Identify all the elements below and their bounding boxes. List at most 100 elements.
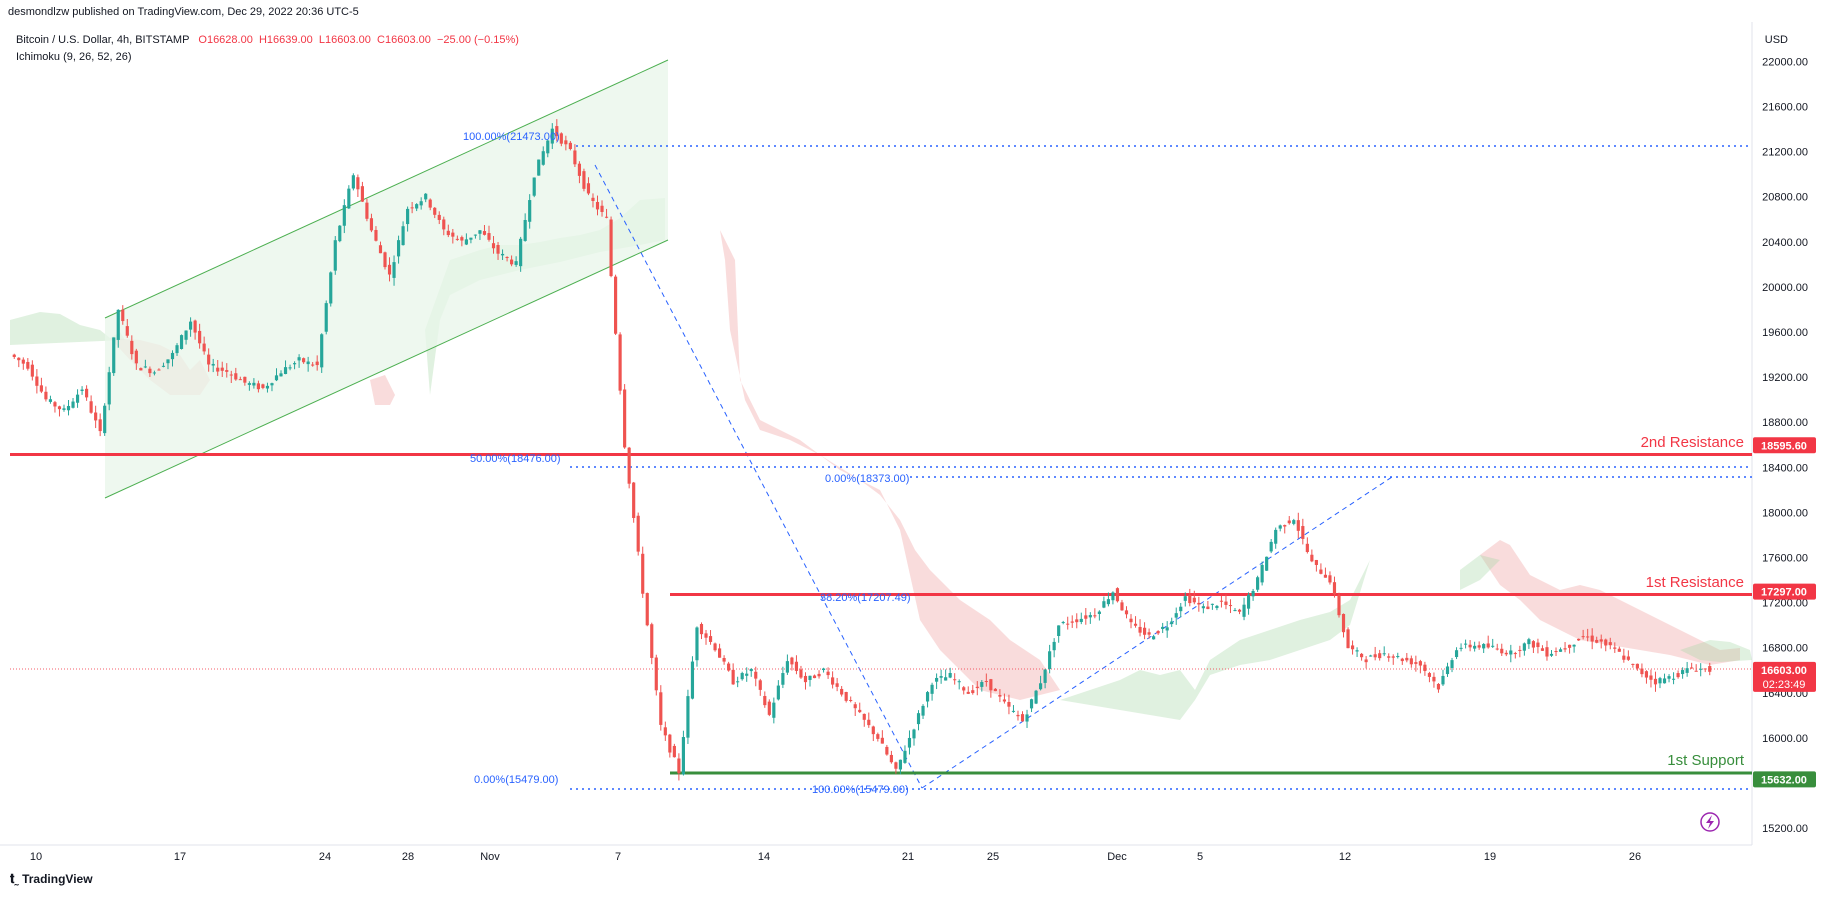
candle-body <box>1129 618 1133 623</box>
candle-body <box>704 633 708 638</box>
candle-body <box>265 385 270 389</box>
candle-body <box>885 746 889 755</box>
candle-body <box>1418 661 1422 666</box>
candle-body <box>333 240 337 271</box>
candle-body <box>193 320 197 333</box>
candle-body <box>1690 667 1694 669</box>
candle-body <box>1061 622 1065 624</box>
candle-body <box>944 677 948 681</box>
candle-body <box>283 367 288 375</box>
candle-body <box>1450 660 1454 668</box>
price-axis-label: 18800.00 <box>1762 417 1808 429</box>
price-axis-label: 19200.00 <box>1762 372 1808 384</box>
candle-body <box>1097 611 1101 615</box>
price-axis[interactable]: 22000.00 21600.00 21200.00 20800.00 20400.00… <box>1762 56 1808 835</box>
candle-body <box>351 175 355 189</box>
candle-body <box>437 214 441 220</box>
candle-body <box>505 256 509 258</box>
candle-body <box>1346 629 1350 649</box>
candle-body <box>302 358 306 363</box>
candle-body <box>686 696 690 738</box>
candle-body <box>641 553 645 594</box>
candle-body <box>645 593 649 626</box>
candle-body <box>261 384 265 388</box>
candle-body <box>1210 603 1214 605</box>
price-axis-label: 16800.00 <box>1762 643 1808 655</box>
candle-body <box>1011 710 1016 712</box>
price-tag-label: 17297.00 <box>1761 587 1807 599</box>
time-axis[interactable]: 10 17 24 28 Nov 7 14 21 25 Dec 5 12 19 26 <box>30 851 1641 863</box>
candle-body <box>573 150 577 165</box>
candle-body <box>609 219 613 277</box>
candle-body <box>139 368 143 371</box>
candle-body <box>1613 647 1617 649</box>
candle-body <box>858 709 862 713</box>
candle-body <box>953 679 957 681</box>
tradingview-logo[interactable]: 𝐭˷ TradingView <box>10 871 93 887</box>
candle-body <box>1468 644 1472 648</box>
candle-body <box>252 382 256 386</box>
candle-body <box>867 719 871 726</box>
candle-body <box>1102 601 1106 608</box>
candle-body <box>1337 595 1341 616</box>
candle-body <box>1296 520 1300 531</box>
candle-body <box>555 126 559 137</box>
candle-body <box>591 197 595 202</box>
candle-body <box>1396 656 1400 658</box>
candle-body <box>817 673 821 677</box>
symbol-name[interactable]: Bitcoin / U.S. Dollar, 4h, BITSTAMP <box>16 34 190 46</box>
candle-body <box>161 365 166 367</box>
fib-label-0-right: 0.00%(18373.00) <box>825 473 909 485</box>
indicator-legend[interactable]: Ichimoku (9, 26, 52, 26) <box>16 51 132 63</box>
candle-body <box>1554 651 1558 653</box>
price-tag-label: 16603.00 <box>1761 665 1807 677</box>
currency-label[interactable]: USD <box>1764 34 1788 46</box>
candle-body <box>1549 653 1554 656</box>
candle-body <box>1567 644 1572 648</box>
close-value: C16603.00 <box>377 34 431 46</box>
lightning-icon[interactable] <box>1700 812 1720 832</box>
candle-body <box>1464 643 1468 645</box>
candle-body <box>270 383 274 386</box>
price-tag-box <box>1753 583 1816 600</box>
candle-body <box>1124 610 1129 615</box>
candle-body <box>1283 525 1287 527</box>
candle-body <box>1563 648 1567 650</box>
first-resistance-label: 1st Resistance <box>1646 574 1744 591</box>
candle-body <box>1292 520 1296 524</box>
candle-body <box>925 692 930 702</box>
candle-body <box>451 232 455 237</box>
candle-body <box>39 385 43 392</box>
candle-body <box>903 750 907 763</box>
price-axis-label: 17600.00 <box>1762 553 1808 565</box>
candle-body <box>1075 619 1079 623</box>
candle-body <box>329 272 333 304</box>
candle-body <box>1246 594 1251 609</box>
candle-body <box>62 408 66 410</box>
candle-body <box>243 376 247 383</box>
change-value: −25.00 (−0.15%) <box>436 34 519 46</box>
candle-body <box>21 359 25 364</box>
candle-body <box>1671 678 1676 680</box>
candle-body <box>1328 575 1332 583</box>
candle-body <box>419 201 423 206</box>
candle-body <box>406 208 410 225</box>
price-axis-label: 15200.00 <box>1762 823 1808 835</box>
publisher-info: desmondlzw published on TradingView.com,… <box>8 6 359 18</box>
candle-body <box>85 388 89 398</box>
candle-body <box>1088 615 1092 618</box>
candle-body <box>94 412 98 421</box>
candle-body <box>410 207 414 209</box>
candle-body <box>1039 683 1043 690</box>
candle-body <box>713 643 717 651</box>
candle-body <box>1070 621 1074 623</box>
candle-body <box>130 340 134 355</box>
candle-body <box>1631 663 1635 665</box>
candle-body <box>663 727 667 736</box>
candle-body <box>274 375 279 381</box>
candle-body <box>627 447 631 484</box>
candle-body <box>1558 649 1563 652</box>
candle-body <box>1626 656 1630 660</box>
candle-body <box>876 734 880 739</box>
